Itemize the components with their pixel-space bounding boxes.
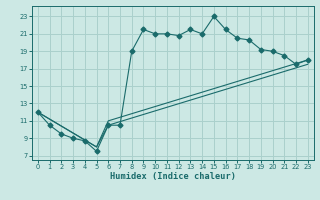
X-axis label: Humidex (Indice chaleur): Humidex (Indice chaleur) (110, 172, 236, 181)
